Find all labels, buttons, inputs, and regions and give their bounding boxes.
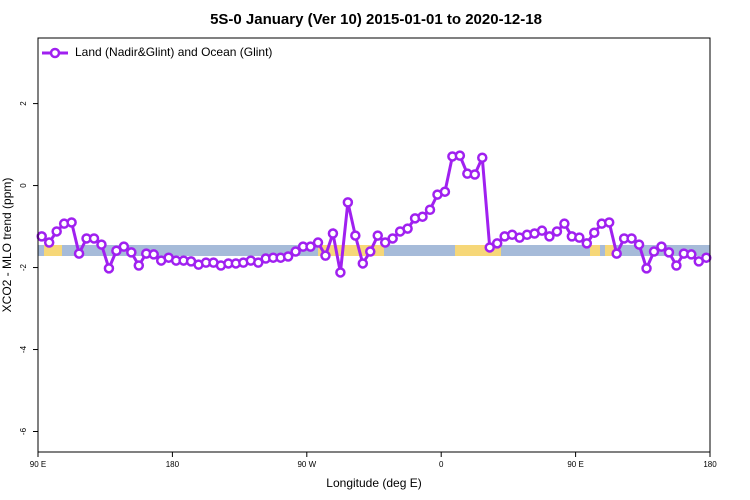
data-point — [439, 186, 451, 197]
data-point — [253, 257, 264, 268]
data-point — [402, 223, 413, 234]
land-strip — [605, 245, 615, 256]
x-tick-label: 0 — [439, 460, 444, 469]
land-strip — [590, 245, 600, 256]
plot-frame — [37, 37, 711, 453]
x-tick-label: 90 E — [567, 460, 583, 469]
data-point — [648, 246, 660, 257]
x-tick-label: 90 E — [30, 460, 46, 469]
x-axis-label: Longitude (deg E) — [326, 476, 421, 490]
data-point — [581, 238, 593, 249]
data-point — [686, 249, 697, 260]
legend-marker — [49, 47, 61, 59]
data-point — [551, 226, 563, 237]
data-point — [641, 263, 652, 274]
data-point — [379, 237, 391, 248]
data-point — [327, 228, 339, 239]
data-point — [372, 230, 383, 241]
plot — [36, 150, 712, 278]
legend-label: Land (Nadir&Glint) and Ocean (Glint) — [75, 45, 272, 59]
data-point — [574, 232, 585, 243]
data-point — [36, 231, 47, 242]
data-point — [312, 237, 324, 248]
data-point — [73, 248, 85, 259]
data-point — [118, 241, 130, 252]
chart-title: 5S-0 January (Ver 10) 2015-01-01 to 2020… — [210, 11, 542, 28]
data-point — [633, 239, 645, 250]
data-point — [335, 267, 346, 278]
data-point — [424, 204, 436, 215]
data-point — [469, 169, 481, 180]
data-point — [544, 231, 555, 242]
data-point — [656, 241, 667, 252]
data-point — [477, 152, 488, 163]
y-tick-label: 2 — [19, 101, 28, 106]
data-point — [305, 241, 316, 252]
data-point — [148, 249, 159, 260]
data-point — [701, 252, 712, 263]
data-point — [357, 258, 369, 269]
data-point — [589, 227, 600, 238]
data-point — [320, 250, 331, 261]
data-point — [88, 233, 100, 244]
data-point — [536, 225, 548, 236]
data-point — [342, 197, 354, 208]
data-point — [66, 217, 77, 228]
y-tick-label: -4 — [19, 345, 28, 353]
data-point — [626, 233, 637, 244]
data-point — [103, 263, 115, 274]
x-tick-label: 90 W — [297, 460, 316, 469]
y-tick-label: -2 — [19, 263, 28, 271]
data-point — [350, 230, 361, 241]
data-point — [111, 245, 122, 256]
data-point — [133, 260, 145, 271]
data-point — [671, 260, 682, 271]
data-point — [43, 237, 55, 248]
data-point — [611, 248, 622, 259]
data-point — [290, 246, 301, 257]
land-strip — [44, 245, 62, 256]
data-point — [491, 238, 503, 249]
data-point — [126, 247, 137, 258]
data-point — [365, 246, 376, 257]
x-tick-label: 180 — [703, 460, 717, 469]
data-point — [96, 239, 107, 250]
data-point — [282, 251, 294, 262]
land-strip — [318, 245, 384, 256]
data-point — [663, 247, 675, 258]
data-point — [51, 226, 62, 237]
data-point — [417, 211, 428, 222]
data-point — [387, 233, 398, 244]
y-axis-label: XCO2 - MLO trend (ppm) — [0, 178, 14, 313]
data-point — [603, 217, 615, 228]
land-strip — [455, 245, 501, 256]
y-tick-label: 0 — [19, 183, 28, 188]
y-tick-label: -6 — [19, 427, 28, 435]
x-tick-label: 180 — [166, 460, 180, 469]
data-point — [559, 218, 570, 229]
data-point — [484, 242, 495, 253]
data-point — [454, 150, 466, 161]
